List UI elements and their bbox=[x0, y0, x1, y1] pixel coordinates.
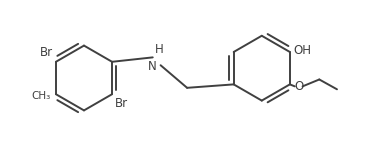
Text: CH₃: CH₃ bbox=[32, 91, 51, 101]
Text: O: O bbox=[294, 80, 303, 93]
Text: Br: Br bbox=[40, 46, 53, 59]
Text: H: H bbox=[155, 43, 163, 56]
Text: N: N bbox=[148, 60, 157, 73]
Text: OH: OH bbox=[294, 44, 312, 56]
Text: Br: Br bbox=[115, 97, 128, 110]
